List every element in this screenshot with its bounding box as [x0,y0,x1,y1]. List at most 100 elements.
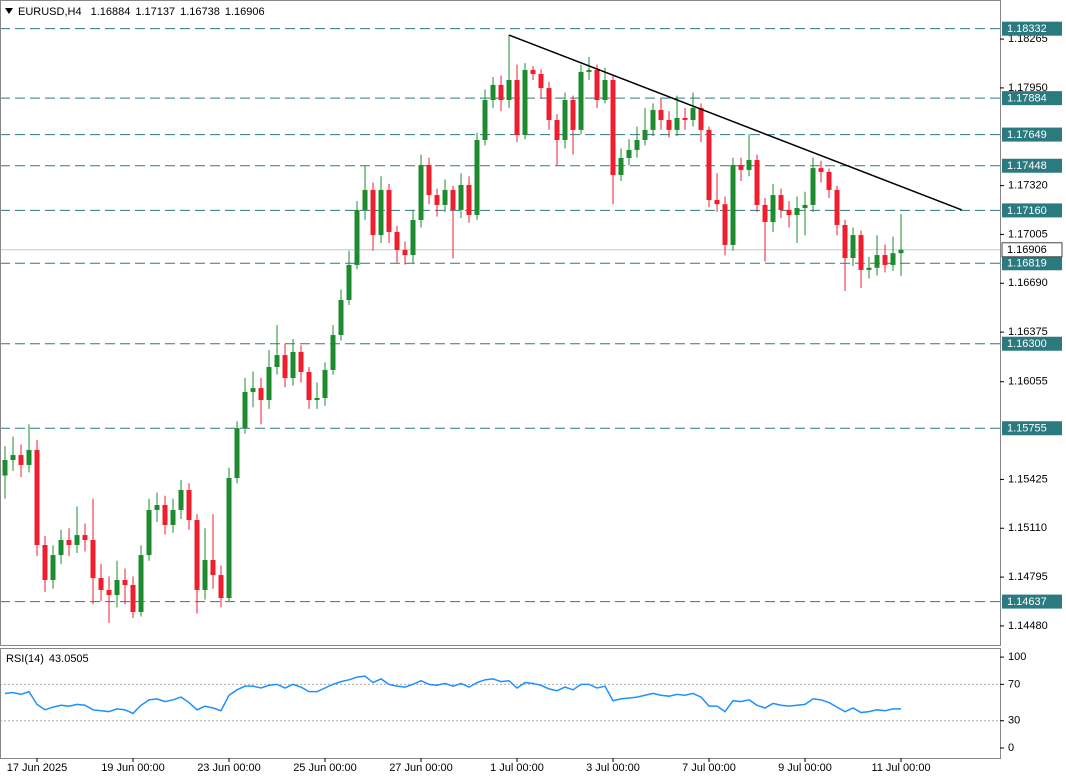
candle-body [338,300,344,336]
candle-body [514,80,520,136]
level-label-box [1002,127,1062,142]
candle-body [402,249,408,256]
candle-body [138,555,144,612]
candle-body [650,109,656,130]
x-tick-label: 23 Jun 00:00 [197,762,261,774]
candle-body [874,255,880,268]
candle-body [898,249,904,254]
candle-body [458,184,464,210]
candle-body [490,84,496,101]
candle-body [434,195,440,205]
level-label: 1.17884 [1007,93,1047,105]
plot-layer [0,28,1000,722]
candle-body [858,235,864,270]
y-tick-label: 1.15425 [1008,473,1048,485]
candle-body [602,80,608,101]
candle-body [90,540,96,579]
x-tick-label: 9 Jul 00:00 [778,762,832,774]
collapse-icon[interactable] [5,8,13,14]
candle-body [98,578,104,590]
candle-body [410,220,416,256]
candle-body [258,388,264,401]
candle-body [618,157,624,176]
level-label-box [1002,158,1062,173]
level-label-box [1002,594,1062,609]
y-tick-label: 1.17320 [1008,179,1048,191]
candle-body [266,366,272,401]
candle-body [762,204,768,223]
candle-body [18,455,24,465]
candle-body [82,535,88,541]
level-label: 1.14637 [1007,596,1047,608]
rsi-y-tick-label: 100 [1008,651,1026,663]
candle-body [450,189,456,210]
candle-body [466,184,472,216]
candle-body [306,371,312,401]
candle-body [50,555,56,581]
candle-body [578,71,584,130]
candle-body [634,140,640,150]
level-label: 1.17448 [1007,160,1047,172]
rsi-line [4,675,902,715]
candle-body [890,253,896,265]
level-label-box [1002,91,1062,106]
chart-header: EURUSD,H4 1.16884 1.17137 1.16738 1.16906 [18,6,265,18]
candle-body [722,204,728,245]
candle-body [586,69,592,72]
candle-body [506,80,512,101]
candle-body [74,535,80,545]
candle-body [482,100,488,141]
current-price-box [1001,242,1063,258]
candle-body [802,204,808,209]
candle-body [794,208,800,216]
header-open: 1.16884 [91,6,131,18]
candle-body [346,264,352,301]
candle-body [642,129,648,141]
candle-body [298,351,304,372]
header-close: 1.16906 [225,6,265,18]
candle-body [610,80,616,176]
rsi-y-tick-label: 70 [1008,678,1020,690]
candle-body [834,189,840,225]
candle-body [698,108,704,130]
candle-body [682,117,688,121]
y-tick-label: 1.16690 [1008,277,1048,289]
candle-body [418,164,424,221]
x-tick-label: 1 Jul 00:00 [490,762,544,774]
x-tick-label: 17 Jun 2025 [7,762,68,774]
candle-body [530,69,536,74]
level-label-box [1002,256,1062,271]
candle-body [554,120,560,141]
candle-body [154,504,160,510]
level-label: 1.16300 [1007,338,1047,350]
y-tick-label: 1.14480 [1008,620,1048,632]
candle-body [2,460,8,476]
candle-body [690,108,696,121]
level-label: 1.15755 [1007,423,1047,435]
candle-body [162,504,168,525]
level-label-box [1002,336,1062,351]
x-tick-label: 7 Jul 00:00 [682,762,736,774]
y-tick-label: 1.15110 [1008,522,1047,534]
candle-body [378,189,384,236]
level-label-box [1002,21,1062,36]
candle-body [818,168,824,172]
trendline [508,34,963,211]
candle-body [34,449,40,545]
candle-body [370,189,376,236]
header-low: 1.16738 [180,6,220,18]
candle-body [442,189,448,205]
candle-body [522,69,528,136]
candle-body [474,140,480,216]
rsi-panel-frame [0,648,1001,759]
candle-body [778,195,784,210]
rsi-value: 43.0505 [49,653,89,665]
level-label: 1.18332 [1007,23,1047,35]
candle-body [594,69,600,101]
candle-body [170,509,176,525]
candle-body [754,160,760,205]
candle-body [882,255,888,265]
candle-body [146,509,152,556]
